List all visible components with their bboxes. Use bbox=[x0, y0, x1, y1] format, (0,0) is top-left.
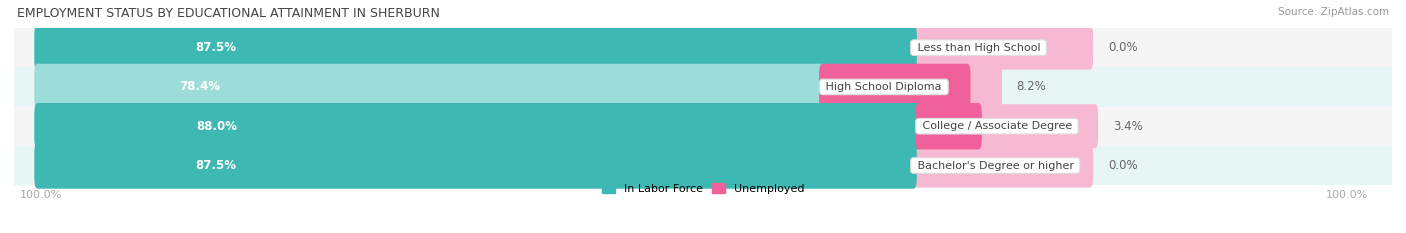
Text: Source: ZipAtlas.com: Source: ZipAtlas.com bbox=[1278, 7, 1389, 17]
FancyBboxPatch shape bbox=[915, 104, 1098, 148]
Text: Bachelor's Degree or higher: Bachelor's Degree or higher bbox=[914, 161, 1077, 171]
Bar bbox=[14, 146, 1392, 185]
FancyBboxPatch shape bbox=[915, 103, 981, 149]
Text: 78.4%: 78.4% bbox=[179, 80, 219, 93]
Bar bbox=[14, 106, 1392, 146]
Text: College / Associate Degree: College / Associate Degree bbox=[918, 121, 1076, 131]
Text: 0.0%: 0.0% bbox=[1108, 159, 1137, 172]
Text: 100.0%: 100.0% bbox=[20, 190, 62, 200]
Legend: In Labor Force, Unemployed: In Labor Force, Unemployed bbox=[598, 179, 808, 199]
FancyBboxPatch shape bbox=[911, 26, 1092, 70]
FancyBboxPatch shape bbox=[34, 103, 922, 149]
Bar bbox=[14, 28, 1392, 67]
Text: 3.4%: 3.4% bbox=[1112, 120, 1143, 133]
Text: 88.0%: 88.0% bbox=[197, 120, 238, 133]
Text: EMPLOYMENT STATUS BY EDUCATIONAL ATTAINMENT IN SHERBURN: EMPLOYMENT STATUS BY EDUCATIONAL ATTAINM… bbox=[17, 7, 440, 20]
FancyBboxPatch shape bbox=[34, 64, 825, 110]
Text: 8.2%: 8.2% bbox=[1017, 80, 1046, 93]
Text: 100.0%: 100.0% bbox=[1326, 190, 1368, 200]
FancyBboxPatch shape bbox=[34, 24, 917, 71]
Bar bbox=[14, 67, 1392, 106]
Text: 0.0%: 0.0% bbox=[1108, 41, 1137, 54]
Text: 87.5%: 87.5% bbox=[195, 41, 236, 54]
FancyBboxPatch shape bbox=[34, 142, 917, 189]
Text: High School Diploma: High School Diploma bbox=[823, 82, 945, 92]
FancyBboxPatch shape bbox=[820, 64, 970, 110]
FancyBboxPatch shape bbox=[911, 144, 1092, 188]
FancyBboxPatch shape bbox=[820, 65, 1002, 109]
Text: 87.5%: 87.5% bbox=[195, 159, 236, 172]
Text: Less than High School: Less than High School bbox=[914, 43, 1043, 53]
